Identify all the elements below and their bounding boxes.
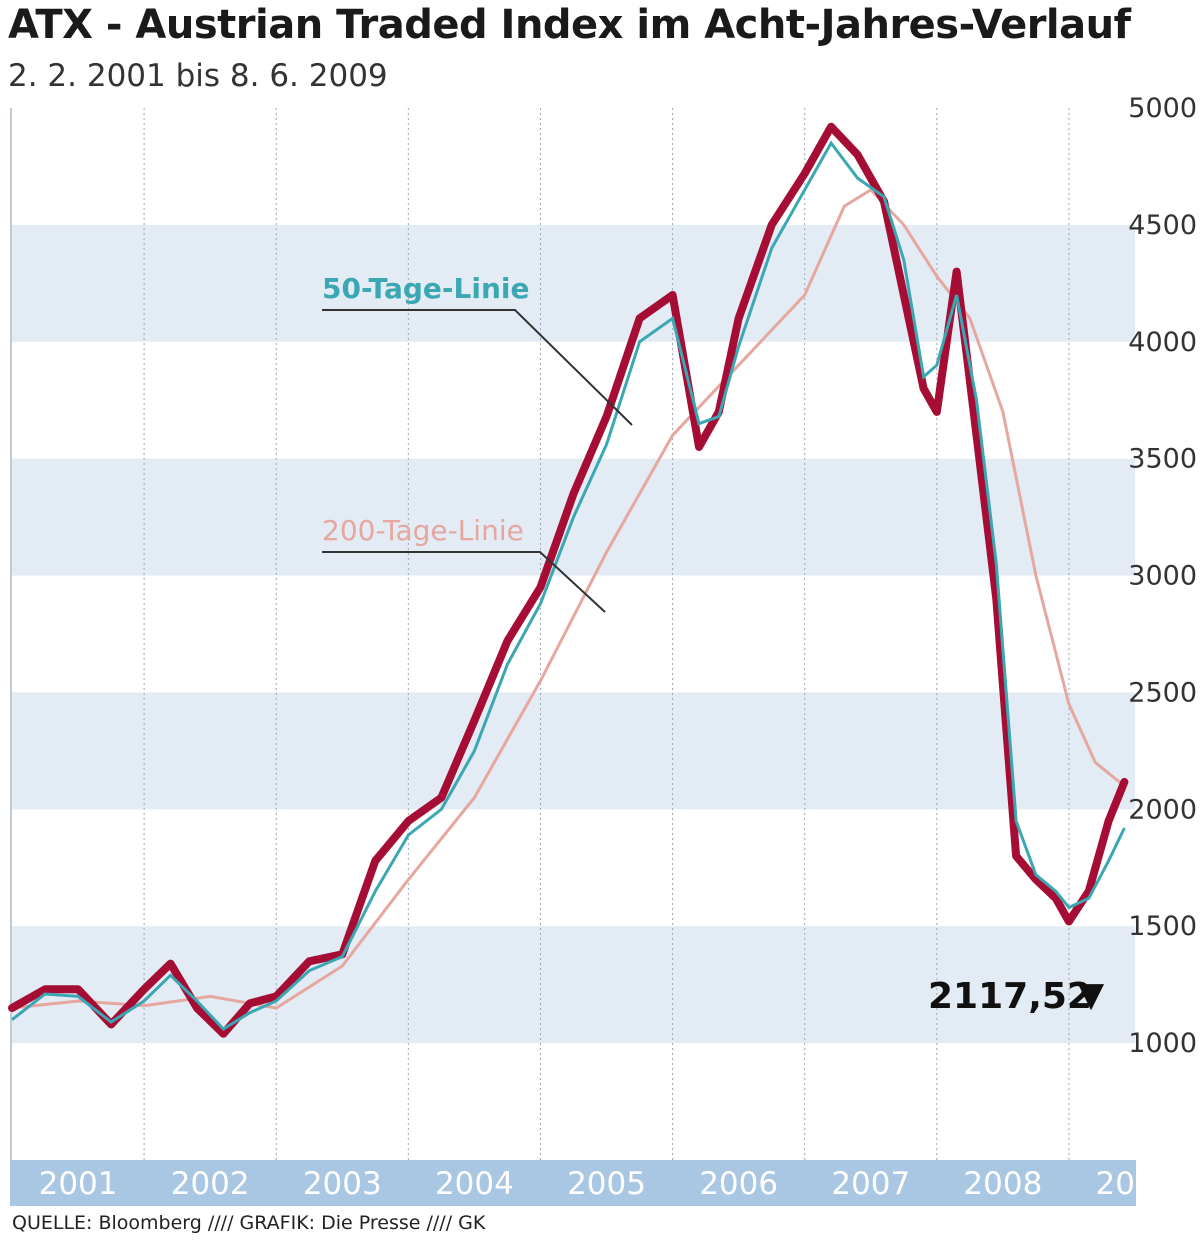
ma50-line [11, 140, 1126, 1032]
x-tick-label: 2007 [831, 1166, 910, 1202]
y-tick-label: 4500 [1128, 210, 1197, 241]
ma200-label: 200-Tage-Linie [322, 514, 524, 547]
x-axis-bar [10, 1160, 1136, 1206]
chart-subtitle: 2. 2. 2001 bis 8. 6. 2009 [8, 58, 388, 94]
y-tick-label: 3000 [1128, 561, 1197, 592]
index-line [8, 122, 1129, 1038]
plot-left-border [10, 108, 12, 1160]
chart-title: ATX - Austrian Traded Index im Acht-Jahr… [8, 2, 1131, 48]
x-tick-label: 2004 [435, 1166, 514, 1202]
source-credit: QUELLE: Bloomberg //// GRAFIK: Die Press… [12, 1212, 486, 1234]
x-tick-label: 2006 [699, 1166, 778, 1202]
y-tick-label: 1000 [1128, 1028, 1197, 1059]
y-tick-label: 2000 [1128, 794, 1197, 825]
grid-band [12, 692, 1135, 810]
y-tick-label: 5000 [1128, 93, 1197, 124]
y-axis: 1000 1500 2000 2500 3000 3500 4000 4500 5000 [1128, 93, 1197, 1059]
ma50-leader-line [322, 309, 633, 426]
y-tick-label: 4000 [1128, 327, 1197, 358]
x-tick-label: 2008 [963, 1166, 1042, 1202]
x-tick-label: 2005 [567, 1166, 646, 1202]
x-tick-label: 2003 [303, 1166, 382, 1202]
x-tick-label: 2002 [171, 1166, 250, 1202]
x-tick-label: 2001 [39, 1166, 118, 1202]
ma200-leader-line [322, 551, 606, 613]
year-dividers [143, 108, 1070, 1160]
ma50-label: 50-Tage-Linie [322, 272, 529, 305]
y-tick-label: 3500 [1128, 444, 1197, 475]
y-tick-label: 1500 [1128, 911, 1197, 942]
grid-band [12, 926, 1135, 1044]
x-tick-label: 2009 [1096, 1166, 1175, 1202]
last-value-label: 2117,52 [928, 976, 1092, 1017]
x-axis: 2001 2002 2003 2004 2005 2006 2007 2008 2009 [39, 1166, 1175, 1202]
y-tick-label: 2500 [1128, 677, 1197, 708]
down-triangle-icon: ▼ [1078, 975, 1105, 1015]
